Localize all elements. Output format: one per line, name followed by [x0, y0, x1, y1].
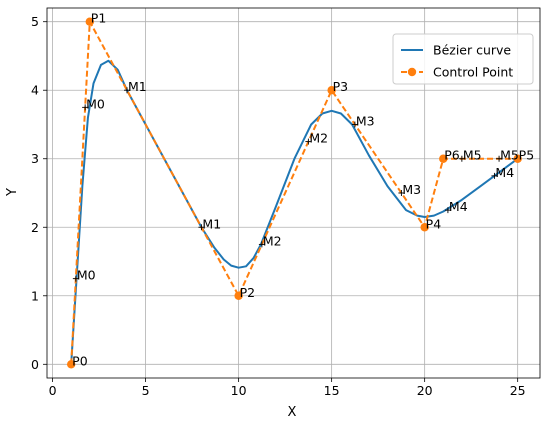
midpoint-label: M2	[263, 233, 282, 248]
midpoint-label: M0	[77, 268, 96, 283]
control-point-label: P4	[426, 216, 442, 231]
y-tick-label: 3	[31, 151, 39, 166]
legend-box	[392, 33, 534, 85]
midpoint-label: M3	[356, 113, 375, 128]
y-tick-label: 1	[31, 288, 39, 303]
point-labels: M0 M0 M1 M1 M2 M2 M3 M3 M4 M4 M5 M5 P0 P1 P2 P3 P4 P6 P5	[72, 11, 534, 369]
control-point-label: P0	[72, 353, 88, 368]
control-point-marker	[327, 86, 336, 95]
midpoint-label: M1	[202, 216, 221, 231]
plot-frame	[46, 7, 541, 379]
series-layer	[66, 17, 522, 369]
midpoint-label: M3	[402, 182, 421, 197]
control-point-marker	[234, 291, 243, 300]
control-point-marker	[420, 223, 429, 232]
control-point-marker	[66, 360, 76, 369]
legend: Bézier curve Control Point	[392, 33, 534, 85]
midpoint-label: M4	[449, 199, 468, 214]
x-tick-label: 5	[142, 383, 150, 398]
control-point-label: P2	[240, 285, 256, 300]
midpoint-label: M2	[309, 131, 328, 146]
control-point-marker	[85, 17, 94, 26]
bezier-curve-line	[70, 59, 519, 365]
legend-curve-label: Bézier curve	[433, 43, 511, 58]
midpoint-label: M5	[463, 148, 482, 163]
control-point-label: P3	[333, 79, 349, 94]
legend-control-label: Control Point	[433, 65, 513, 80]
x-tick-label: 20	[417, 383, 433, 398]
y-tick-label: 5	[31, 14, 39, 29]
control-point-label: P5	[519, 148, 535, 163]
control-point-label: P1	[91, 11, 107, 26]
legend-control-marker	[407, 67, 417, 77]
axes: 0 5 10 15 20 25 0 1 2 3 4 5	[31, 14, 526, 398]
x-tick-label: 15	[324, 383, 340, 398]
y-tick-label: 2	[31, 220, 39, 235]
x-axis-label: X	[288, 405, 297, 420]
y-axis-label: Y	[5, 188, 20, 197]
control-point-marker	[513, 154, 522, 163]
control-point-marker	[439, 154, 448, 163]
y-tick-label: 0	[31, 357, 39, 372]
control-point-label: P6	[444, 148, 460, 163]
x-tick-label: 0	[49, 383, 57, 398]
x-tick-label: 25	[510, 383, 526, 398]
x-tick-label: 10	[231, 383, 247, 398]
midpoint-label: M5	[500, 148, 519, 163]
midpoint-label: M1	[128, 79, 147, 94]
midpoint-label: M4	[495, 165, 514, 180]
midpoint-label: M0	[86, 96, 105, 111]
y-tick-label: 4	[31, 83, 39, 98]
